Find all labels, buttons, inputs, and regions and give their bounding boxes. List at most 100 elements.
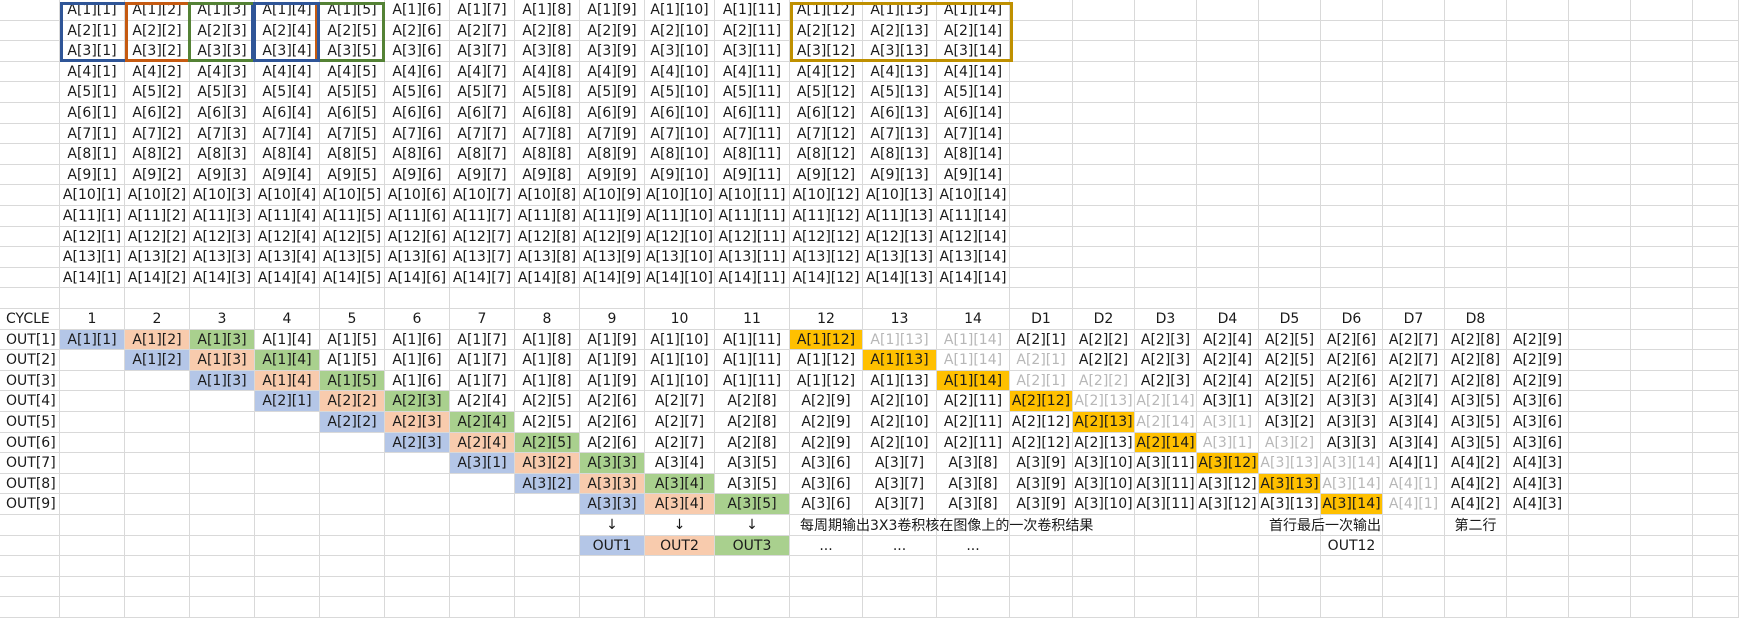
pipeline-cell[interactable]: A[2][3] [385,433,450,453]
empty-cell[interactable] [1445,597,1507,618]
matrix-cell[interactable]: A[10][1] [60,185,125,206]
pipeline-cell[interactable]: A[2][1] [1010,330,1073,350]
matrix-cell[interactable]: A[9][6] [385,165,450,185]
empty-cell[interactable] [515,556,580,577]
pipeline-cell[interactable]: A[1][11] [715,330,790,350]
cycle-header[interactable]: 9 [580,309,645,330]
empty-cell[interactable] [1073,597,1135,618]
matrix-cell[interactable]: A[3][13] [863,41,937,62]
out-row-label[interactable]: OUT[6] [0,433,60,453]
pipeline-cell[interactable]: A[1][6] [385,350,450,371]
matrix-cell[interactable]: A[8][11] [715,144,790,165]
empty-cell[interactable] [1569,577,1631,597]
empty-cell[interactable] [1321,62,1383,82]
empty-cell[interactable] [1259,247,1321,268]
empty-cell[interactable] [450,515,515,536]
empty-cell[interactable] [0,536,60,556]
matrix-cell[interactable]: A[3][5] [320,41,385,62]
empty-cell[interactable] [1693,597,1739,618]
pipeline-cell[interactable]: A[3][9] [1010,494,1073,515]
empty-cell[interactable] [125,577,190,597]
pipeline-cell[interactable] [190,412,255,433]
empty-cell[interactable] [1507,536,1569,556]
pipeline-cell[interactable]: A[1][10] [645,350,715,371]
matrix-cell[interactable]: A[6][10] [645,103,715,124]
empty-cell[interactable] [60,515,125,536]
empty-cell[interactable] [1197,536,1259,556]
pipeline-cell[interactable]: A[4][1] [1383,474,1445,494]
pipeline-cell[interactable]: A[1][9] [580,371,645,391]
empty-cell[interactable] [1135,536,1197,556]
pipeline-cell[interactable]: A[2][5] [1259,330,1321,350]
empty-cell[interactable] [1321,288,1383,309]
pipeline-cell[interactable]: A[2][3] [1135,371,1197,391]
empty-cell[interactable] [1631,185,1693,206]
pipeline-cell[interactable]: A[1][12] [790,350,863,371]
empty-cell[interactable] [1073,185,1135,206]
out-row-label[interactable]: OUT[5] [0,412,60,433]
empty-cell[interactable] [1321,268,1383,288]
matrix-cell[interactable]: A[6][6] [385,103,450,124]
output-label[interactable]: OUT2 [645,536,715,556]
empty-cell[interactable] [0,185,60,206]
empty-cell[interactable] [1135,577,1197,597]
pipeline-cell[interactable]: A[1][13] [863,371,937,391]
pipeline-cell[interactable]: A[1][12] [790,330,863,350]
empty-cell[interactable] [1693,433,1739,453]
matrix-cell[interactable]: A[3][12] [790,41,863,62]
empty-cell[interactable] [645,288,715,309]
empty-cell[interactable] [1569,515,1631,536]
matrix-cell[interactable]: A[3][3] [190,41,255,62]
empty-cell[interactable] [1259,21,1321,41]
empty-cell[interactable] [790,577,863,597]
pipeline-cell[interactable]: A[1][13] [863,350,937,371]
matrix-cell[interactable]: A[10][10] [645,185,715,206]
matrix-cell[interactable]: A[13][5] [320,247,385,268]
empty-cell[interactable] [1010,185,1073,206]
empty-cell[interactable] [863,288,937,309]
matrix-cell[interactable]: A[2][8] [515,21,580,41]
matrix-cell[interactable]: A[1][7] [450,0,515,21]
pipeline-cell[interactable]: A[2][2] [1073,350,1135,371]
empty-cell[interactable] [1569,62,1631,82]
pipeline-cell[interactable]: A[2][6] [580,433,645,453]
pipeline-cell[interactable]: A[3][2] [515,453,580,474]
empty-cell[interactable] [60,536,125,556]
empty-cell[interactable] [1631,309,1693,330]
pipeline-cell[interactable]: A[3][14] [1321,474,1383,494]
empty-cell[interactable] [385,556,450,577]
matrix-cell[interactable]: A[10][3] [190,185,255,206]
output-label[interactable]: OUT12 [1321,536,1383,556]
empty-cell[interactable] [320,597,385,618]
pipeline-cell[interactable]: A[3][12] [1197,453,1259,474]
empty-cell[interactable] [1383,165,1445,185]
matrix-cell[interactable]: A[6][9] [580,103,645,124]
matrix-cell[interactable]: A[11][13] [863,206,937,227]
matrix-cell[interactable]: A[1][14] [937,0,1010,21]
matrix-cell[interactable]: A[4][3] [190,62,255,82]
empty-cell[interactable] [1569,103,1631,124]
out-row-label[interactable]: OUT[8] [0,474,60,494]
matrix-cell[interactable]: A[4][5] [320,62,385,82]
empty-cell[interactable] [1631,350,1693,371]
cycle-header[interactable]: 6 [385,309,450,330]
matrix-cell[interactable]: A[1][9] [580,0,645,21]
empty-cell[interactable] [1383,515,1445,536]
pipeline-cell[interactable] [190,391,255,412]
pipeline-cell[interactable]: A[4][2] [1445,453,1507,474]
pipeline-cell[interactable]: A[2][2] [320,412,385,433]
empty-cell[interactable] [1569,433,1631,453]
empty-cell[interactable] [580,288,645,309]
empty-cell[interactable] [0,556,60,577]
pipeline-cell[interactable]: A[3][5] [1445,391,1507,412]
empty-cell[interactable] [1259,82,1321,103]
matrix-cell[interactable]: A[3][6] [385,41,450,62]
matrix-cell[interactable]: A[3][1] [60,41,125,62]
matrix-cell[interactable]: A[14][5] [320,268,385,288]
note-first-row-last[interactable]: 首行最后一次输出 [1259,515,1383,536]
empty-cell[interactable] [1383,41,1445,62]
matrix-cell[interactable]: A[6][4] [255,103,320,124]
matrix-cell[interactable]: A[8][12] [790,144,863,165]
empty-cell[interactable] [1693,124,1739,144]
matrix-cell[interactable]: A[10][8] [515,185,580,206]
